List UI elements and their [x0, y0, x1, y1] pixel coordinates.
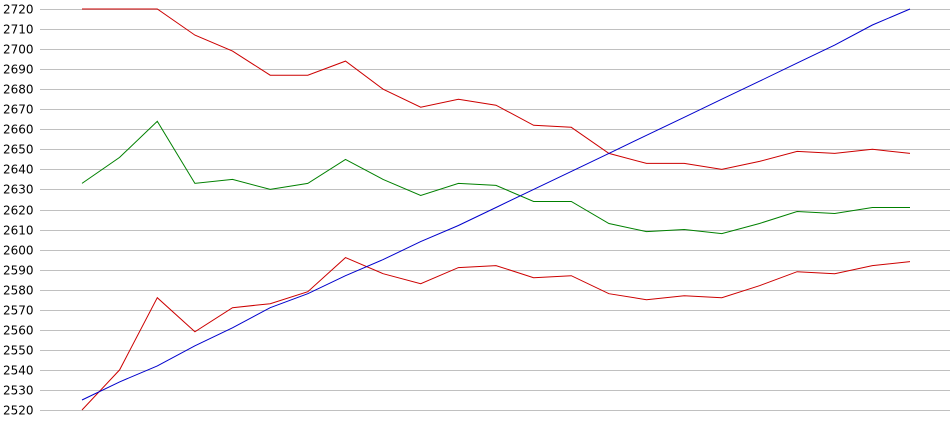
series-line-2: [81, 120, 910, 235]
y-tick-label: 2710: [3, 23, 34, 37]
y-tick-label: 2530: [3, 384, 34, 398]
y-tick-label: 2600: [3, 244, 34, 258]
series-line-3: [81, 257, 911, 411]
series-line-4: [81, 8, 911, 401]
y-tick-label: 2550: [3, 344, 34, 358]
y-tick-label: 2620: [3, 204, 34, 218]
y-tick-label: 2630: [3, 183, 34, 197]
y-tick-label: 2520: [3, 404, 34, 418]
y-tick-label: 2570: [3, 304, 34, 318]
series-line-1: [82, 8, 911, 170]
y-tick-label: 2650: [3, 143, 34, 157]
y-tick-label: 2590: [3, 264, 34, 278]
y-tick-label: 2640: [3, 163, 34, 177]
y-tick-label: 2670: [3, 103, 34, 117]
y-tick-label: 2700: [3, 43, 34, 57]
y-tick-label: 2690: [3, 63, 34, 77]
series-layer: [81, 8, 911, 411]
y-tick-label: 2720: [3, 3, 34, 17]
y-tick-label: 2610: [3, 224, 34, 238]
y-tick-label: 2680: [3, 83, 34, 97]
y-tick-label: 2660: [3, 123, 34, 137]
grid-layer: [40, 9, 950, 411]
y-tick-label: 2560: [3, 324, 34, 338]
y-axis-ticks: 2720 2710 2700 2690 2680 2670 2660 2650 2640 2630…: [3, 3, 34, 418]
y-tick-label: 2580: [3, 284, 34, 298]
y-tick-label: 2540: [3, 364, 34, 378]
